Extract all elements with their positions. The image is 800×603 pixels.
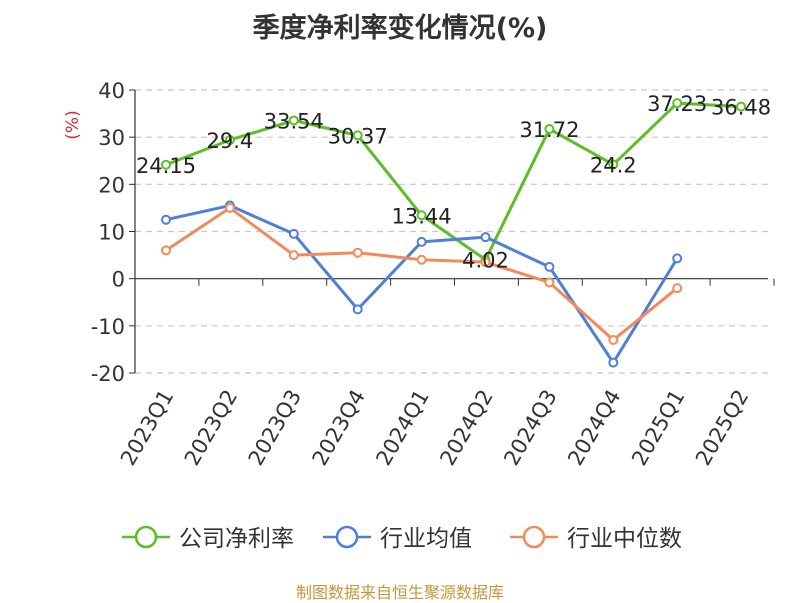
legend-industry-median-marker — [522, 525, 546, 549]
x-tick-label: 2024Q2 — [435, 386, 497, 470]
series-company-net-margin-line — [165, 101, 742, 262]
data-label: 30.37 — [328, 124, 388, 148]
series-industry-mean-point — [161, 214, 171, 225]
series-company-net-margin-point — [672, 98, 683, 109]
x-tick-label: 2025Q1 — [627, 386, 689, 470]
series-industry-mean-point — [544, 261, 555, 272]
x-tick-label: 2024Q1 — [371, 385, 433, 469]
x-tick-label: 2024Q3 — [499, 386, 561, 470]
series-industry-median-point — [288, 250, 299, 261]
series-industry-median-point — [544, 277, 555, 288]
y-tick-label: -10 — [91, 315, 125, 339]
series-industry-mean-point — [416, 236, 427, 247]
data-label: 4.02 — [462, 249, 509, 273]
series-company-net-margin-point — [608, 159, 619, 170]
series-company-net-margin-point — [161, 159, 171, 170]
series-industry-mean-point — [352, 304, 363, 315]
series-industry-median-point — [161, 245, 171, 256]
data-label: 24.15 — [136, 154, 196, 178]
data-label: 31.72 — [519, 118, 579, 142]
x-tick-label: 2025Q2 — [691, 386, 753, 470]
x-tick-label: 2023Q2 — [180, 386, 242, 470]
legend-industry-median-label: 行业中位数 — [567, 526, 682, 552]
data-label: 36.48 — [711, 96, 771, 120]
legend-company-net-margin-label: 公司净利率 — [179, 526, 294, 552]
series-industry-median-point — [352, 247, 363, 258]
x-tick-label: 2023Q4 — [308, 386, 370, 470]
x-tick-label: 2024Q4 — [563, 386, 625, 470]
data-source-note: 制图数据来自恒生聚源数据库 — [295, 583, 504, 602]
series-company-net-margin-point — [736, 101, 747, 112]
x-tick-label: 2023Q1 — [116, 386, 178, 470]
data-label: 33.54 — [264, 109, 324, 133]
y-axis-label: (%) — [63, 110, 83, 139]
series-industry-median-point — [416, 254, 427, 265]
y-tick-label: 30 — [98, 126, 125, 150]
series-company-net-margin-point — [544, 124, 555, 135]
legend-industry-mean-marker — [335, 525, 359, 549]
series-industry-median-point — [224, 202, 235, 213]
y-tick-label: 40 — [98, 79, 125, 103]
series-industry-median-point — [672, 283, 683, 294]
series-industry-mean-point — [672, 253, 683, 264]
series-industry-mean-line — [165, 204, 679, 365]
series-company-net-margin-point — [352, 130, 363, 141]
series-industry-mean-point — [480, 232, 491, 243]
data-label: 24.2 — [590, 154, 637, 178]
series-company-net-margin-point — [288, 115, 299, 126]
y-tick-label: 0 — [112, 268, 125, 292]
legend-company-net-margin-marker — [134, 525, 158, 549]
data-label: 13.44 — [392, 204, 452, 228]
series-industry-median-point — [480, 257, 491, 268]
legend-industry-mean-label: 行业均值 — [380, 526, 472, 552]
x-tick-label: 2023Q3 — [244, 386, 306, 470]
data-label: 29.4 — [207, 129, 254, 153]
y-tick-label: 20 — [98, 173, 125, 197]
series-industry-mean-point — [608, 357, 619, 368]
series-company-net-margin-point — [416, 210, 427, 221]
y-tick-label: -20 — [91, 362, 125, 386]
series-company-net-margin-point — [224, 134, 235, 145]
series-industry-median-point — [608, 334, 619, 345]
chart-title: 季度净利率变化情况(%) — [252, 13, 548, 44]
data-label: 37.23 — [647, 92, 707, 116]
y-tick-label: 10 — [98, 221, 125, 245]
series-industry-mean-point — [288, 228, 299, 239]
